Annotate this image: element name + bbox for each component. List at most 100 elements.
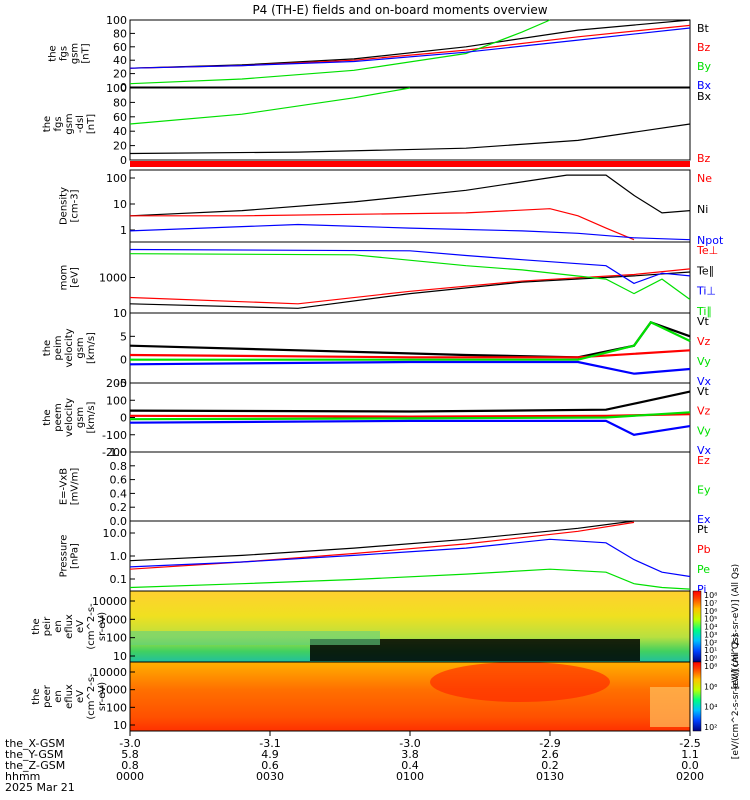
x-row-value: 0000 — [116, 770, 144, 783]
peer-colorbar-label: [eV/(cm^2-s-sr-eV)] (All Qs) — [731, 634, 741, 759]
peem-legend-green: Vy — [697, 424, 711, 437]
temp-legend-black: Te∥ — [696, 264, 714, 277]
peim-ylabel: [km/s] — [86, 332, 97, 364]
density-ylabel: [cm-3] — [70, 189, 81, 222]
peem-ylabel: velocity — [64, 398, 75, 437]
x-row-value: 0.8 — [121, 759, 139, 772]
peir-ytick-label: 1000 — [99, 613, 127, 626]
x-row-value: 5.8 — [121, 748, 139, 761]
peim-legend-black: Vt — [697, 315, 710, 328]
peer-ylabel: peer — [42, 684, 53, 708]
peir-colorbar-tick: 10⁰ — [704, 654, 717, 663]
fgsdsl-ytick-label: 0 — [120, 154, 127, 167]
fgs-ytick-label: 0 — [120, 81, 127, 94]
peer-colorbar-tick: 10⁴ — [704, 703, 717, 712]
peim-series-Vx — [129, 360, 691, 375]
density-ylabel: Density — [59, 187, 70, 225]
panel-temp: 1000 mom [eV] Te⊥ Te∥ Ti⊥ Ti∥ — [59, 241, 718, 318]
fgsdsl-ytick-label: 20 — [113, 140, 127, 153]
x-axis-annotation: the_X-GSM -3.0 -3.1 -3.0 -2.9 -2.5 the_Y-GSM 5.… — [5, 731, 704, 794]
panel-redbar — [130, 161, 690, 167]
temp-ylabel: mom — [59, 265, 70, 291]
temp-legend-green: Ti∥ — [696, 305, 712, 318]
peem-series-Vx — [129, 419, 691, 436]
x-row-label: the_Z-GSM — [5, 759, 65, 772]
efield-ylabel: E=-VxB — [59, 468, 70, 505]
x-row-value: -3.1 — [259, 737, 280, 750]
fgs-ylabel: gsm — [70, 43, 81, 64]
fgs-ytick-label: 60 — [113, 41, 127, 54]
efield-ytick-label: 1.0 — [110, 446, 128, 459]
pressure-ylabel: [nPa] — [70, 543, 81, 569]
fgsdsl-series-Bx — [129, 123, 691, 155]
fgsdsl-ylabel: fgs — [53, 116, 64, 131]
density-legend-red: Ne — [697, 172, 712, 185]
panel-peim: 10 5 0 -5 the peim velocity gsm [km/s] Vt Vz Vy Vx — [42, 307, 712, 390]
x-row-label: the_Y-GSM — [5, 748, 63, 761]
pressure-ylabel: Pressure — [59, 535, 70, 578]
peem-ylabel: gsm — [75, 407, 86, 428]
x-row-value: 0130 — [536, 770, 564, 783]
pressure-legend-red: Pb — [697, 543, 711, 556]
fgs-ytick-label: 20 — [113, 68, 127, 81]
peem-legend-blue: Vx — [697, 444, 712, 457]
peem-legend-black: Vt — [697, 385, 710, 398]
pressure-ytick-label: 0.1 — [110, 573, 128, 586]
fgs-legend-black: Bt — [697, 22, 710, 35]
pressure-legend-black: Pt — [697, 523, 709, 536]
peir-ylabel: eV — [75, 620, 86, 633]
efield-legend-blue: Ex — [697, 513, 711, 526]
peir-ytick-label: 10000 — [92, 595, 127, 608]
fgsdsl-legend-red: Bz — [697, 152, 711, 165]
fgs-ytick-label: 100 — [106, 14, 127, 27]
peer-colorbar — [692, 661, 702, 732]
peim-ylabel: peim — [53, 335, 64, 360]
peim-legend-green: Vy — [697, 355, 711, 368]
x-row-value: 3.8 — [401, 748, 419, 761]
density-ytick-label: 100 — [106, 172, 127, 185]
fgs-ylabel: [nT] — [81, 43, 92, 63]
density-series-Ne — [130, 208, 635, 241]
panel-peer: 10000 1000 100 10 the peer en eflux eV (cm^2-s-sr… — [31, 661, 691, 732]
peer-ytick-label: 100 — [106, 701, 127, 714]
peer-ytick-label: 1000 — [99, 684, 127, 697]
temp-series-Ti∥ — [129, 253, 691, 300]
peer-ylabel: eflux — [64, 684, 75, 709]
x-row-value: -3.0 — [399, 737, 420, 750]
pressure-series-Pe — [129, 568, 691, 590]
fgsdsl-ylabel: the — [42, 116, 53, 132]
fgsdsl-series-green — [129, 87, 411, 125]
x-row-label: hhmm — [5, 770, 40, 783]
peir-ylabel: en — [53, 620, 64, 633]
peer-ylabel: en — [53, 690, 64, 703]
peir-colorbar-tick: 10² — [704, 638, 717, 647]
fgs-ytick-label: 40 — [113, 54, 127, 67]
panel-efield: 1.00.80.60.40.20.0 E=-VxB [mV/m] Ez Ey Ex — [59, 446, 711, 528]
efield-ytick-label: 0.6 — [110, 474, 128, 487]
fgs-series-Bt — [129, 19, 691, 69]
peir-colorbar-tick: 10⁶ — [704, 607, 717, 616]
x-row-value: -3.0 — [119, 737, 140, 750]
temp-series-Ti⊥ — [129, 248, 691, 285]
peer-colorbar-tick: 10⁶ — [704, 682, 717, 691]
fgs-ytick-label: 80 — [113, 27, 127, 40]
peir-ylabel: the — [31, 618, 42, 634]
x-row-value: 1.1 — [681, 748, 699, 761]
fgs-legend-red: Bz — [697, 41, 711, 54]
density-ytick-label: 1 — [120, 224, 127, 237]
panel-peir: 10000 1000 100 10 the peir en eflux eV (cm^2-s-sr… — [31, 590, 691, 663]
peer-ytick-label: 10 — [113, 719, 127, 732]
temp-series-Te⊥ — [129, 268, 691, 305]
peer-ylabel: the — [31, 688, 42, 704]
peim-ytick-label: 10 — [113, 307, 127, 320]
x-row-value: -2.5 — [679, 737, 700, 750]
fgsdsl-ylabel: -dsl — [75, 115, 86, 133]
x-row-label: the_X-GSM — [5, 737, 65, 750]
peem-legend-red: Vz — [697, 405, 711, 418]
density-series-Ni — [129, 174, 691, 217]
peem-series-Vz — [129, 413, 691, 418]
